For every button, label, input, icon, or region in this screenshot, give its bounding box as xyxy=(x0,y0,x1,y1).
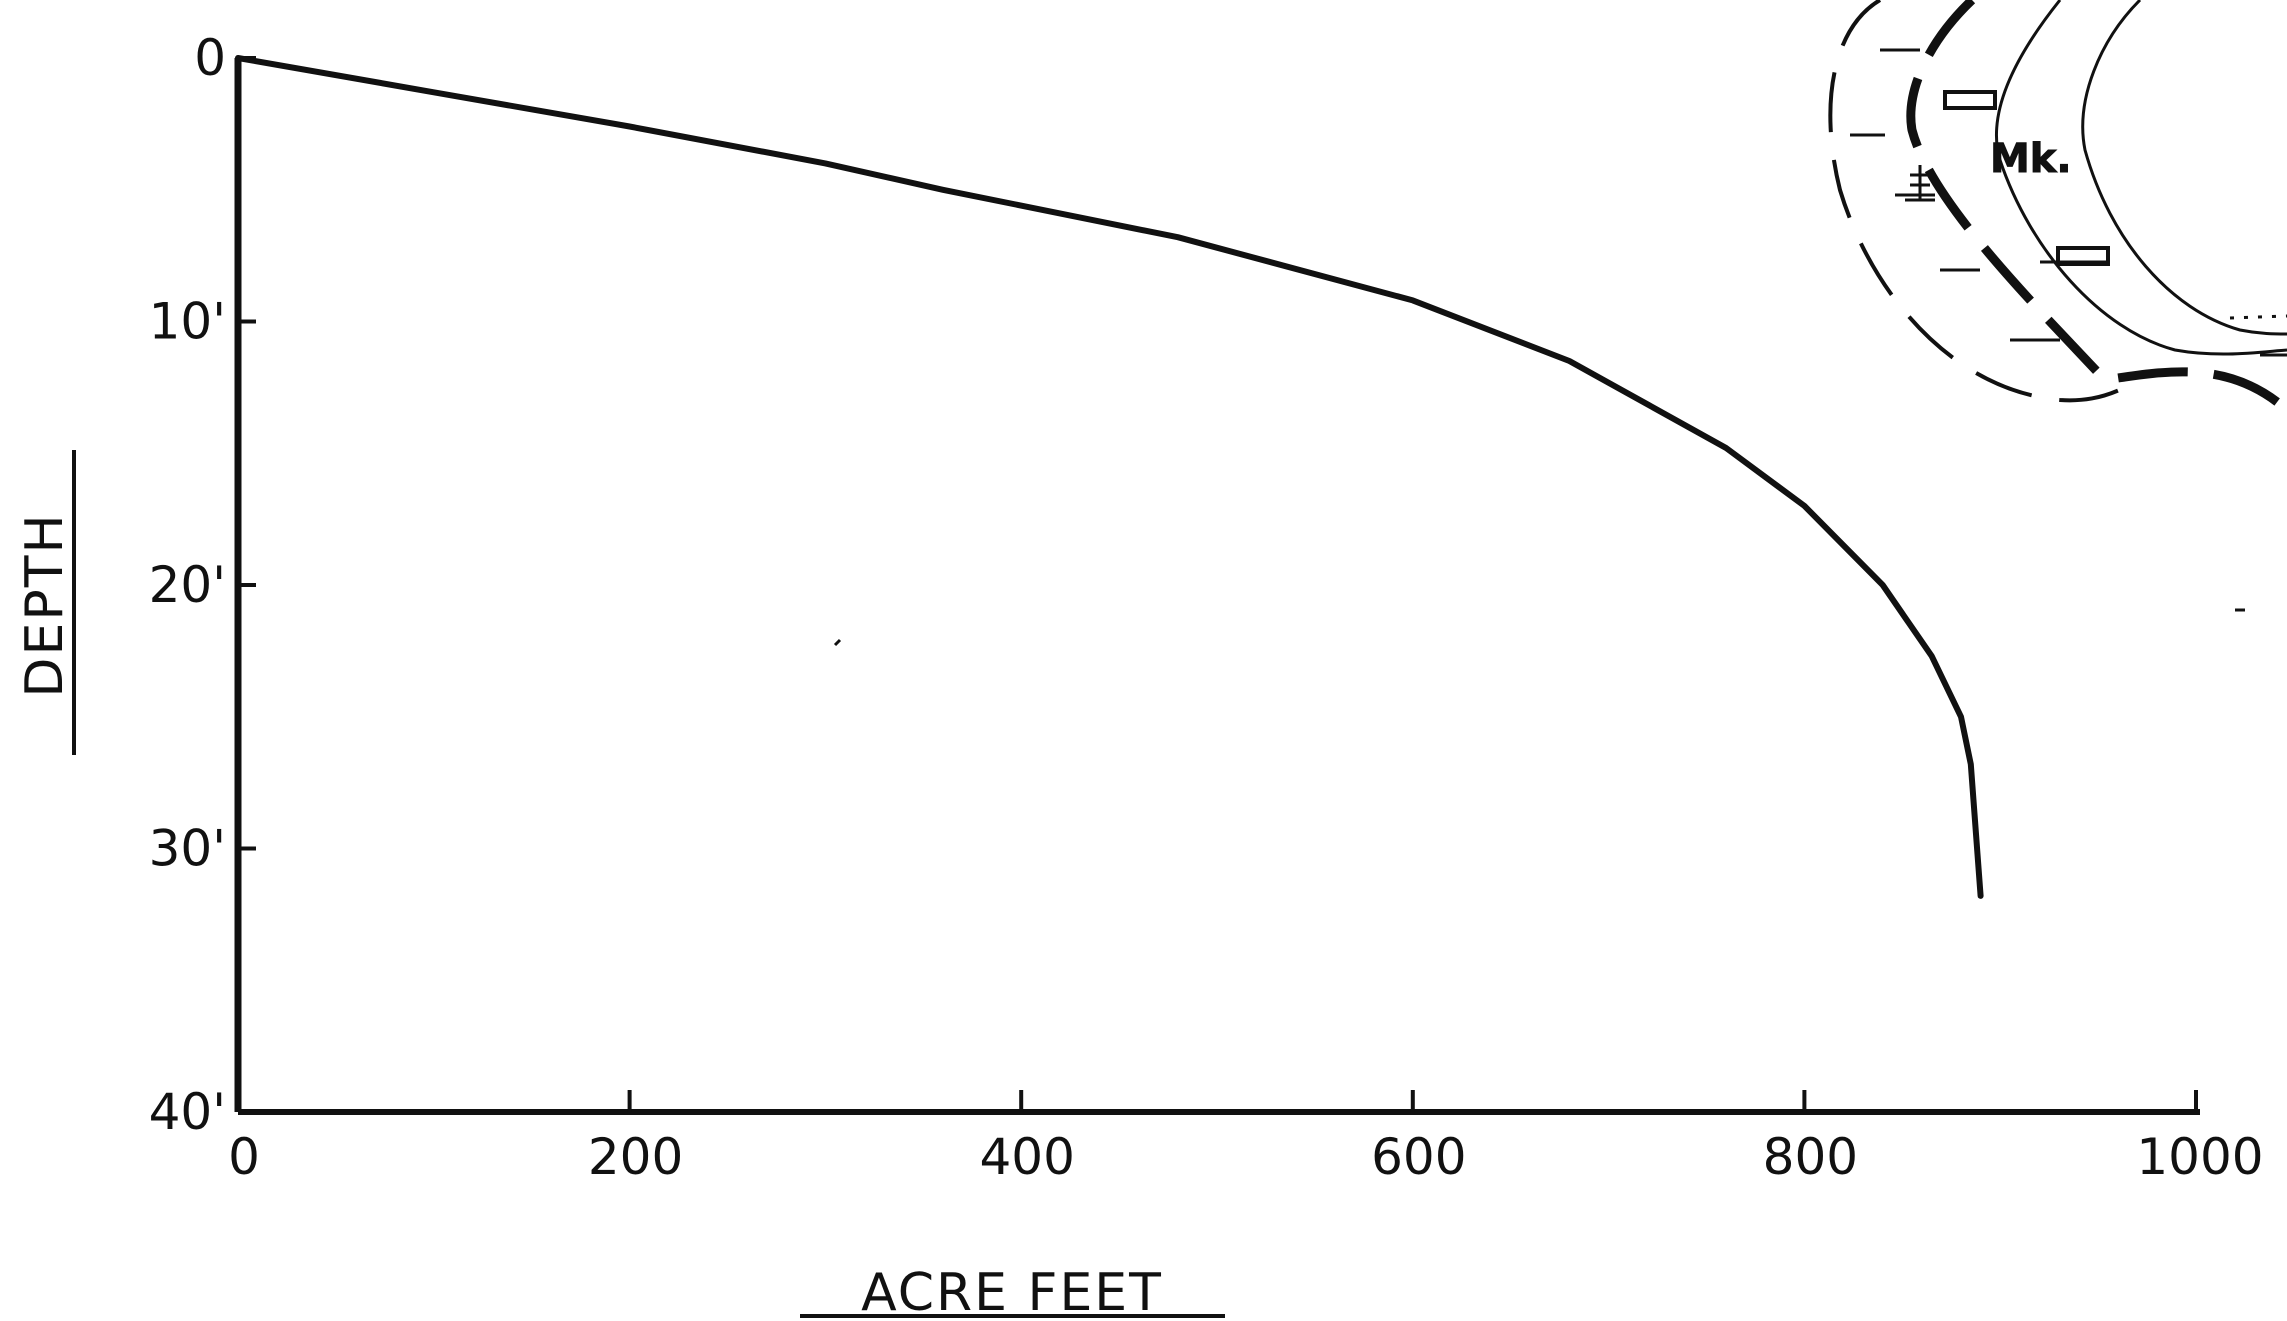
x-tick-label: 600 xyxy=(1371,1128,1466,1186)
y-tick-label: 20' xyxy=(149,556,226,614)
map-marsh-symbol xyxy=(1905,165,1935,202)
x-tick-label: 0 xyxy=(228,1128,260,1186)
map-marker-2 xyxy=(2056,246,2110,266)
y-tick-label: 30' xyxy=(149,820,226,878)
x-axis-title: ACRE FEET xyxy=(861,1263,1163,1321)
series-line xyxy=(235,55,1984,899)
inset-map: Mk. xyxy=(833,0,2287,647)
x-ticks: 0 200 400 600 800 1000 xyxy=(228,1090,2264,1186)
x-tick-label: 400 xyxy=(979,1128,1074,1186)
x-tick-label: 1000 xyxy=(2136,1128,2263,1186)
map-small-mark xyxy=(833,608,2245,647)
map-thin-contour-2 xyxy=(2081,0,2287,336)
y-tick-label: 10' xyxy=(149,293,226,351)
x-tick-label: 800 xyxy=(1763,1128,1858,1186)
y-tick-label: 0 xyxy=(194,29,226,87)
y-ticks: 0 10' 20' 30' 40' xyxy=(149,29,256,1141)
y-axis-title: DEPTH xyxy=(15,512,75,697)
y-tick-label: 40' xyxy=(149,1083,226,1141)
map-marker-1 xyxy=(1943,90,1997,110)
map-dotted-contour xyxy=(2229,314,2287,320)
map-bold-dashed-shoreline xyxy=(1906,0,2287,414)
map-outer-dashed-boundary xyxy=(1828,0,2131,403)
map-hatch-marks xyxy=(1850,48,2287,357)
axes xyxy=(234,58,2200,1115)
map-label-mk: Mk. xyxy=(1990,136,2072,182)
x-tick-label: 200 xyxy=(588,1128,683,1186)
